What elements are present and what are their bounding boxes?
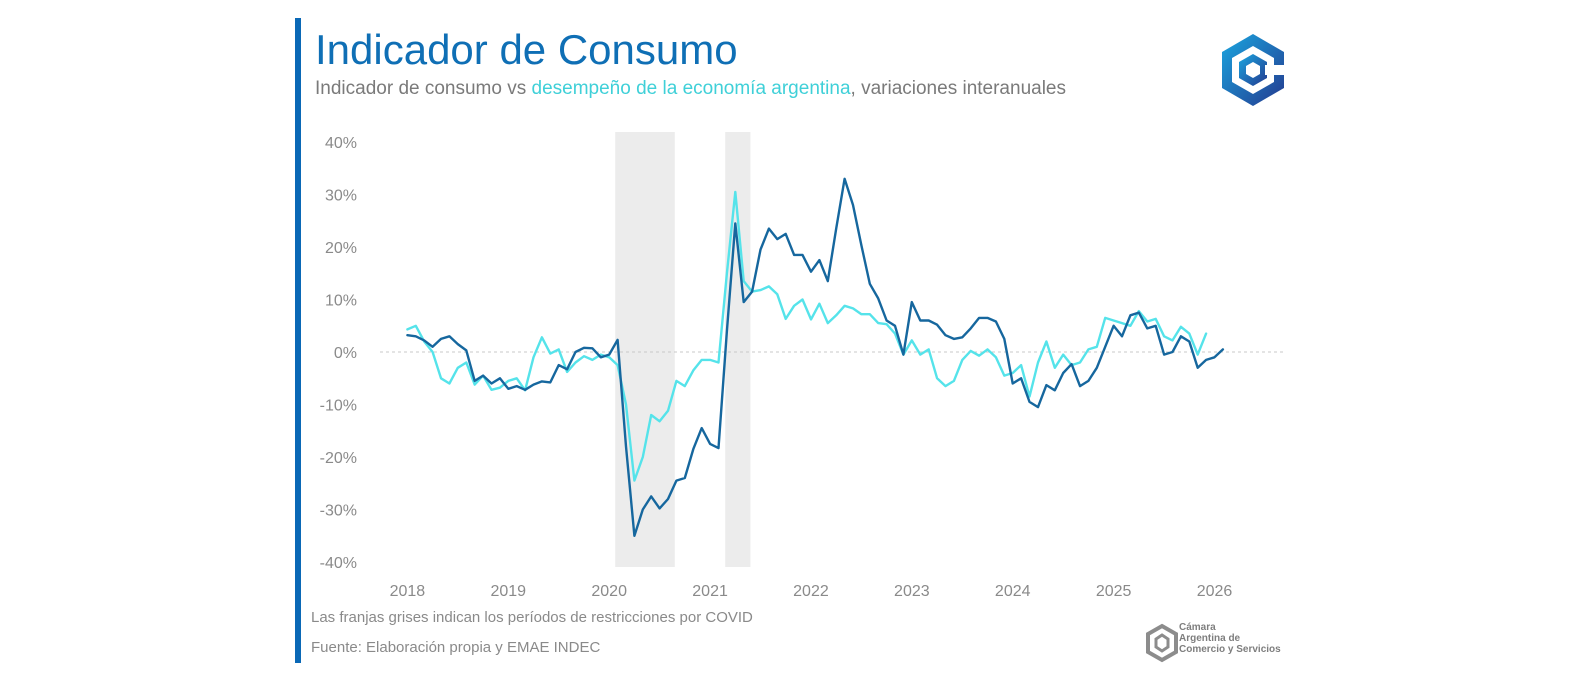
series-line-emae <box>406 190 1208 482</box>
x-tick-label: 2023 <box>894 583 930 600</box>
y-tick-label: 40% <box>325 135 357 152</box>
y-tick-label: -10% <box>320 398 357 415</box>
x-tick-label: 2024 <box>995 583 1031 600</box>
y-tick-label: 20% <box>325 240 357 257</box>
x-tick-label: 2021 <box>692 583 728 600</box>
page-title: Indicador de Consumo <box>315 26 738 73</box>
covid-band-2 <box>725 132 751 567</box>
cac-hexagon-logo-icon <box>1222 34 1285 106</box>
y-tick-label: 10% <box>325 293 357 310</box>
org-name-line-2: Argentina de <box>1179 633 1241 644</box>
subtitle-prefix: Indicador de consumo vs <box>315 78 532 99</box>
covid-band-1 <box>615 132 675 567</box>
x-tick-label: 2018 <box>390 583 426 600</box>
y-tick-label: -40% <box>320 555 357 572</box>
org-name-line-1: Cámara <box>1179 622 1216 633</box>
x-tick-label: 2020 <box>591 583 627 600</box>
source-note: Fuente: Elaboración propia y EMAE INDEC <box>311 639 601 656</box>
y-tick-label: -30% <box>320 503 357 520</box>
series-line-consumo <box>406 177 1225 537</box>
y-tick-label: 30% <box>325 188 357 205</box>
org-name-line-3: Comercio y Servicios <box>1179 644 1281 655</box>
subtitle-highlight: desempeño de la economía argentina <box>531 78 851 99</box>
cac-small-logo-icon <box>1146 623 1178 663</box>
org-name: Cámara Argentina de Comercio y Servicios <box>1179 622 1309 655</box>
accent-bar <box>295 18 301 663</box>
covid-note: Las franjas grises indican los períodos … <box>311 609 753 626</box>
x-tick-label: 2026 <box>1197 583 1233 600</box>
x-tick-label: 2025 <box>1096 583 1132 600</box>
chart-subtitle: Indicador de consumo vs desempeño de la … <box>315 78 1066 100</box>
y-tick-label: 0% <box>334 345 357 362</box>
y-tick-label: -20% <box>320 450 357 467</box>
x-tick-label: 2019 <box>490 583 526 600</box>
subtitle-suffix: , variaciones interanuales <box>850 78 1066 99</box>
x-tick-label: 2022 <box>793 583 829 600</box>
